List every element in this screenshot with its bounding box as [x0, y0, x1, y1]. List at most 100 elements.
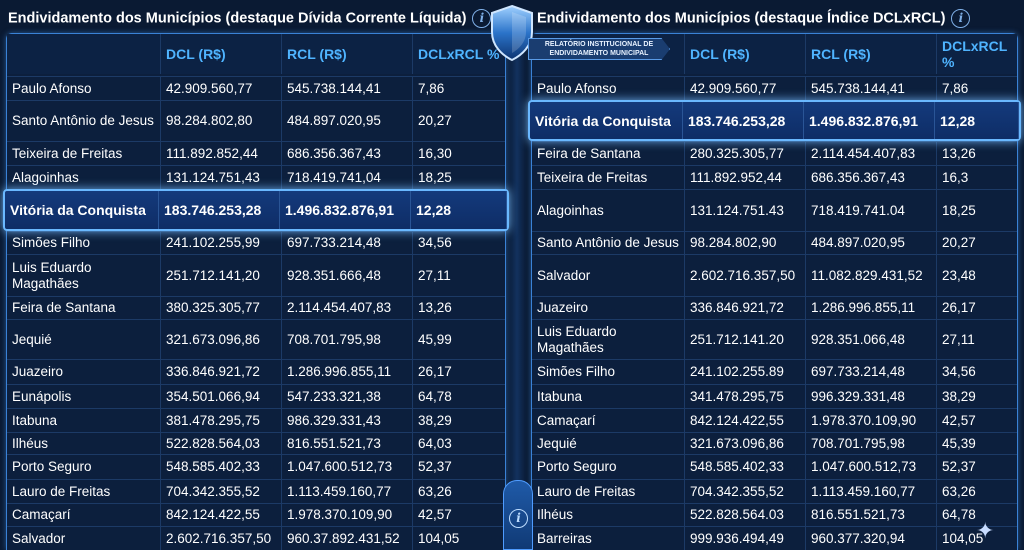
table-row[interactable]: Porto Seguro 548.585.402,33 1.047.600.512,…	[532, 454, 1017, 479]
municipality-name: Teixeira de Freitas	[7, 142, 161, 165]
info-icon[interactable]: i	[951, 9, 971, 28]
highlighted-row[interactable]: Vitória da Conquista 183.746.253,28 1.496.…	[3, 189, 509, 231]
right-table: DCL (R$) RCL (R$) DCLxRCL % Paulo Afonso 42.…	[528, 33, 1021, 550]
dcl-value: 381.478.295,75	[161, 409, 282, 432]
table-row[interactable]: Simões Filho 241.102.255,99 697.733.214,48…	[7, 231, 505, 254]
rcl-value: 1.978.370.109,90	[806, 409, 937, 432]
table-row[interactable]: Ilhéus 522.828.564,03 816.551.521,73 64,03	[7, 432, 505, 454]
table-row[interactable]: Luis Eduardo Magathães 251.712.141.20 928.…	[532, 319, 1017, 359]
rcl-value: 2.114.454.407,83	[806, 142, 937, 165]
table-row[interactable]: Salvador 2.602.716.357,50 11.082.829.431,5…	[532, 254, 1017, 296]
highlighted-row[interactable]: Vitória da Conquista 183.746.253,28 1.496.…	[528, 100, 1021, 141]
column-header[interactable]	[7, 34, 161, 74]
ratio-value: 63,26	[942, 483, 976, 499]
municipality-name: Paulo Afonso	[7, 77, 161, 100]
rcl-value: 697.733.214,48	[806, 360, 937, 384]
column-header[interactable]: DCLxRCL %	[418, 46, 500, 62]
ratio-value: 13,26	[942, 145, 976, 161]
ratio-value: 42,57	[942, 412, 976, 428]
table-row[interactable]: Juazeiro 336.846.921,72 1.286.996.855,11 26…	[7, 359, 505, 384]
column-header[interactable]: DCL (R$)	[161, 34, 282, 74]
table-row[interactable]: Jequié 321.673.096,86 708.701.795,98 45,39	[532, 432, 1017, 454]
left-panel: Endividamento dos Municípios (destaque D…	[3, 9, 509, 550]
dcl-value: 280.325.305,77	[685, 142, 806, 165]
ratio-value: 20,27	[418, 113, 452, 128]
municipality-name: Camaçarí	[532, 409, 685, 432]
rcl-value: 816.551.521,73	[806, 504, 937, 526]
table-row[interactable]: Porto Seguro 548.585.402,33 1.047.600.512,…	[7, 454, 505, 479]
rcl-value: 1.978.370.109,90	[282, 504, 413, 526]
table-row[interactable]: Teixeira de Freitas 111.892.952,44 686.356…	[532, 165, 1017, 189]
table-row[interactable]: Salvador 2.602.716.357,50 960.37.892.431,5…	[7, 526, 505, 550]
column-header[interactable]: DCLxRCL %	[942, 38, 1008, 70]
municipality-name: Jequié	[532, 433, 685, 454]
table-row[interactable]: Teixeira de Freitas 111.892.852,44 686.356…	[7, 141, 505, 165]
ratio-value: 52,37	[418, 459, 452, 474]
table-row[interactable]: Itabuna 341.478.295,75 996.329.331,48 38,29	[532, 384, 1017, 408]
dcl-value: 842.124.422,55	[685, 409, 806, 432]
ratio-value: 20,27	[942, 235, 976, 250]
municipality-name: Eunápolis	[7, 385, 161, 408]
column-header[interactable]: RCL (R$)	[282, 34, 413, 74]
table-row[interactable]: Santo Antônio de Jesus 98.284.802,90 484.8…	[532, 231, 1017, 254]
table-row[interactable]: Camaçarí 842.124.422,55 1.978.370.109,90 42…	[7, 503, 505, 526]
ratio-value: 64,78	[418, 388, 452, 404]
info-icon[interactable]: i	[509, 509, 528, 528]
table-row[interactable]: Simões Filho 241.102.255.89 697.733.214,48…	[532, 359, 1017, 384]
ratio-value: 7,86	[418, 80, 445, 96]
dcl-value: 42.909.560,77	[161, 77, 282, 100]
column-header[interactable]	[532, 34, 685, 74]
dcl-value: 522.828.564,03	[161, 433, 282, 454]
municipality-name: Lauro de Freitas	[532, 480, 685, 503]
table-row[interactable]: Barreiras 999.936.494,49 960.377.320,94 104…	[532, 526, 1017, 550]
rcl-value: 718.419.741.04	[806, 190, 937, 231]
municipality-name: Luis Eduardo Magathães	[532, 320, 685, 359]
dcl-value: 183.746.253,28	[159, 191, 280, 229]
table-row[interactable]: Luis Eduardo Magathães 251.712.141,20 928.…	[7, 254, 505, 296]
table-row[interactable]: Alagoinhas 131.124.751,43 718.419.741,04 18…	[7, 165, 505, 189]
dcl-value: 111.892.952,44	[685, 166, 806, 189]
left-panel-title: Endividamento dos Municípios (destaque D…	[8, 9, 492, 28]
municipality-name: Itabuna	[7, 409, 161, 432]
table-row[interactable]: Ilhéus 522.828.564.03 816.551.521,73 64,78	[532, 503, 1017, 526]
table-row[interactable]: Juazeiro 336.846.921,72 1.286.996.855,11 26…	[532, 296, 1017, 319]
dcl-value: 704.342.355,52	[161, 480, 282, 503]
table-row[interactable]: Jequié 321.673.096,86 708.701.795,98 45,99	[7, 319, 505, 359]
table-row[interactable]: Santo Antônio de Jesus 98.284.802,80 484.8…	[7, 100, 505, 141]
dcl-value: 2.602.716.357,50	[161, 527, 282, 550]
column-header[interactable]: DCL (R$)	[685, 34, 806, 74]
rcl-value: 928.351.066,48	[806, 320, 937, 359]
right-title-text: Endividamento dos Municípios (destaque Í…	[537, 10, 946, 27]
table-row[interactable]: Camaçarí 842.124.422,55 1.978.370.109,90 42…	[532, 408, 1017, 432]
table-row[interactable]: Feira de Santana 280.325.305,77 2.114.454.…	[532, 141, 1017, 165]
dcl-value: 111.892.852,44	[161, 142, 282, 165]
table-row[interactable]: Alagoinhas 131.124.751.43 718.419.741.04 18…	[532, 189, 1017, 231]
table-row[interactable]: Paulo Afonso 42.909.560,77 545.738.144,41 7…	[532, 76, 1017, 100]
ratio-value: 16,30	[418, 145, 452, 161]
table-row[interactable]: Eunápolis 354.501.066,94 547.233.321,38 64,…	[7, 384, 505, 408]
table-row[interactable]: Paulo Afonso 42.909.560,77 545.738.144,41 7…	[7, 76, 505, 100]
ratio-value: 27,11	[942, 331, 975, 347]
ratio-value: 64,03	[418, 435, 452, 451]
info-icon[interactable]: i	[472, 9, 492, 28]
table-row[interactable]: Itabuna 381.478.295,75 986.329.331,43 38,29	[7, 408, 505, 432]
column-header[interactable]: RCL (R$)	[806, 34, 937, 74]
municipality-name: Alagoinhas	[532, 190, 685, 231]
dcl-value: 321.673.096,86	[685, 433, 806, 454]
rcl-value: 1.047.600.512,73	[806, 455, 937, 479]
municipality-name: Jequié	[7, 320, 161, 359]
table-row[interactable]: Lauro de Freitas 704.342.355,52 1.113.459.…	[532, 479, 1017, 503]
table-row[interactable]: Feira de Santana 380.325.305,77 2.114.454.…	[7, 296, 505, 319]
ratio-value: 26,17	[942, 300, 976, 315]
left-title-text: Endividamento dos Municípios (destaque D…	[8, 10, 467, 27]
center-info-tab[interactable]: i	[503, 480, 533, 550]
ratio-value: 12,28	[935, 102, 1019, 139]
rcl-value: 1.496.832.876,91	[280, 191, 411, 229]
table-row[interactable]: Lauro de Freitas 704.342.355,52 1.113.459.…	[7, 479, 505, 503]
right-panel: Endividamento dos Municípios (destaque Í…	[527, 0, 1024, 550]
center-divider	[507, 40, 527, 550]
municipality-name: Feira de Santana	[7, 297, 161, 319]
municipality-name: Vitória da Conquista	[5, 191, 159, 229]
dcl-value: 251.712.141.20	[685, 320, 806, 359]
dcl-value: 321.673.096,86	[161, 320, 282, 359]
